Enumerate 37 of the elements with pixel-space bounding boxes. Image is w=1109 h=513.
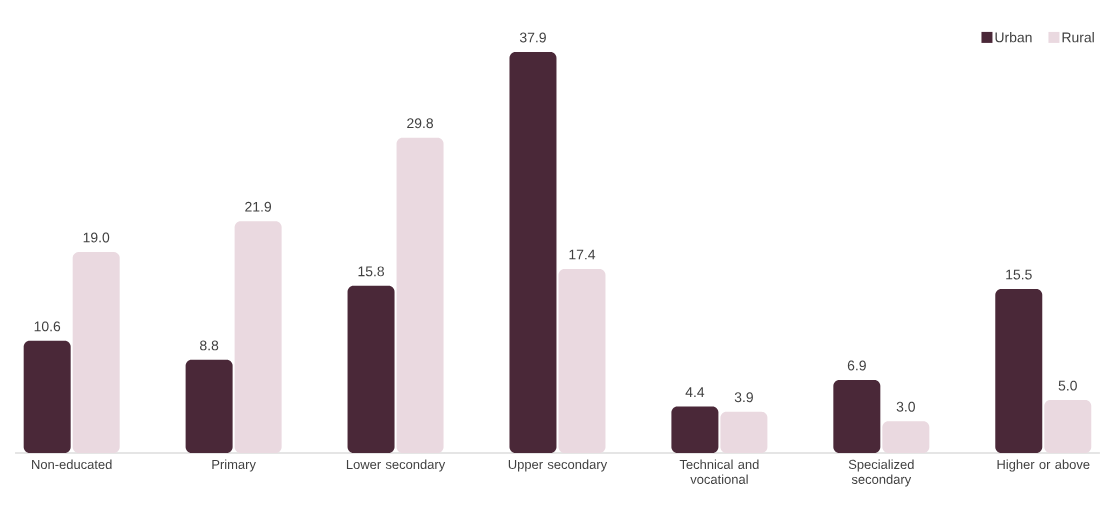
data-label: 29.8 bbox=[407, 118, 434, 129]
data-label: 10.6 bbox=[34, 321, 61, 332]
data-label: 4.4 bbox=[685, 387, 705, 397]
bar bbox=[558, 268, 606, 453]
data-label: 15.5 bbox=[1006, 269, 1032, 280]
bar bbox=[720, 411, 768, 453]
bar bbox=[396, 137, 444, 453]
bar bbox=[23, 340, 71, 453]
x-tick-label: Lower secondary bbox=[346, 459, 446, 472]
bar bbox=[347, 285, 395, 453]
data-label: 37.9 bbox=[519, 32, 546, 43]
bar bbox=[509, 51, 557, 453]
data-label: 5.0 bbox=[1058, 380, 1077, 391]
data-label: 3.9 bbox=[734, 392, 753, 403]
bar bbox=[72, 251, 120, 453]
data-label: 8.8 bbox=[200, 340, 219, 351]
data-label: 6.9 bbox=[847, 360, 866, 371]
x-tick-label: Higher or above bbox=[997, 459, 1090, 472]
data-label: 19.0 bbox=[83, 232, 110, 243]
x-tick-label: Non-educated bbox=[32, 459, 112, 470]
x-tick-label: Technical and vocational bbox=[679, 459, 759, 484]
x-tick-label: Specialized secondary bbox=[848, 459, 914, 487]
bar bbox=[671, 406, 719, 453]
x-tick-label: Primary bbox=[212, 459, 256, 472]
legend-label: Urban bbox=[995, 32, 1032, 43]
bar bbox=[995, 288, 1043, 453]
bar bbox=[185, 359, 233, 453]
data-label: 17.4 bbox=[569, 249, 596, 260]
bar bbox=[882, 421, 930, 453]
data-label: 3.0 bbox=[896, 401, 915, 412]
x-tick-label: Upper secondary bbox=[508, 459, 608, 472]
bar bbox=[833, 379, 881, 453]
data-label: 21.9 bbox=[245, 201, 272, 212]
bar bbox=[234, 221, 282, 453]
legend-label: Rural bbox=[1062, 32, 1094, 43]
bar bbox=[1044, 400, 1092, 453]
data-label: 15.8 bbox=[358, 266, 385, 277]
